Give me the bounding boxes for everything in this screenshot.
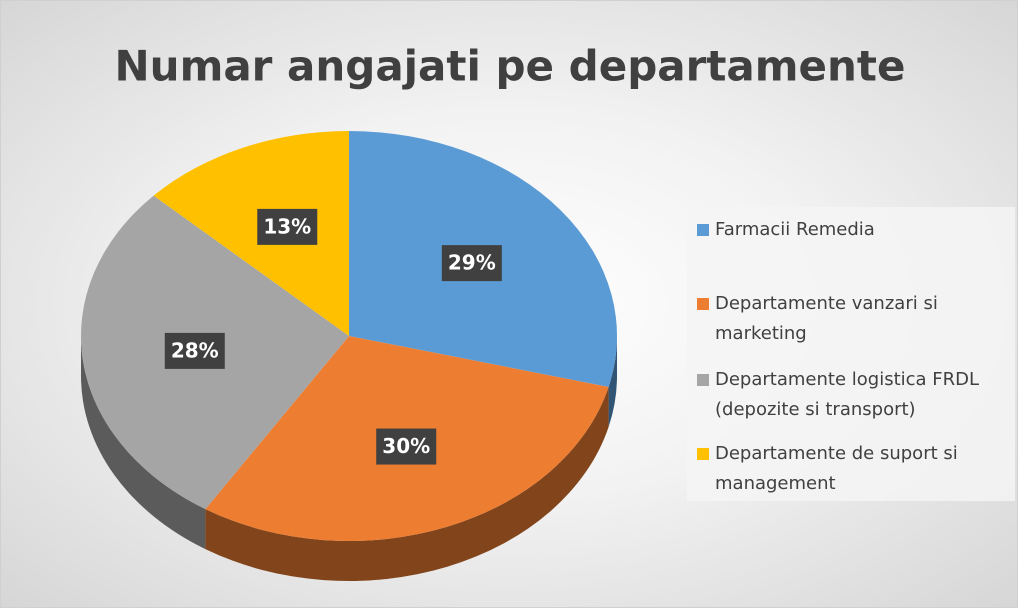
legend-swatch	[697, 298, 709, 310]
legend-label: Departamente de suport si management	[715, 443, 958, 494]
legend-swatch	[697, 224, 709, 236]
legend-label: Departamente vanzari si marketing	[715, 293, 938, 344]
legend-entry: Departamente logistica FRDL (depozite si…	[697, 365, 1015, 425]
legend-label: Farmacii Remedia	[715, 219, 875, 240]
legend-entry: Farmacii Remedia	[697, 215, 1015, 245]
slice-side	[81, 336, 206, 550]
legend-swatch	[697, 448, 709, 460]
legend-entry: Departamente de suport si management	[697, 439, 1015, 499]
data-label-box	[441, 245, 502, 282]
slice-side	[205, 386, 609, 581]
slice	[153, 131, 349, 336]
data-label: 28%	[171, 338, 219, 362]
data-label: 13%	[263, 214, 311, 238]
slice-side	[608, 336, 617, 427]
data-label-box	[257, 208, 318, 245]
data-label-box	[164, 332, 225, 369]
legend-entry: Departamente vanzari si marketing	[697, 289, 1015, 349]
legend-label: Departamente logistica FRDL (depozite si…	[715, 369, 980, 420]
data-label-box	[376, 428, 437, 465]
data-label: 29%	[448, 251, 496, 275]
data-label: 30%	[382, 434, 430, 458]
legend-swatch	[697, 374, 709, 386]
legend: Farmacii Remedia Departamente vanzari si …	[687, 207, 1015, 501]
chart-title: Numar angajati pe departamente	[115, 42, 906, 91]
